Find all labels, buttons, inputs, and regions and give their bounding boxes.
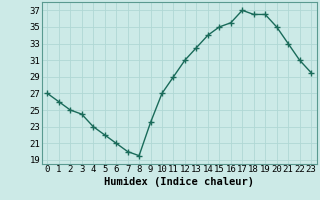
X-axis label: Humidex (Indice chaleur): Humidex (Indice chaleur) [104, 177, 254, 187]
